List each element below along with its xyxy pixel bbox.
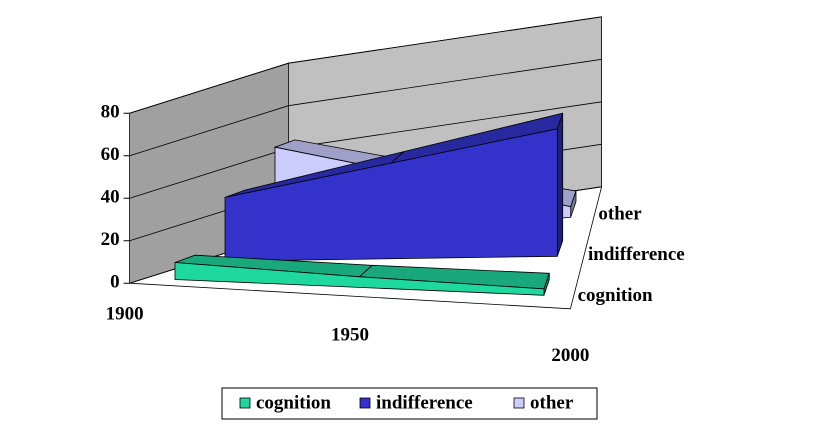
series-label: indifference — [588, 244, 685, 265]
legend-box — [221, 387, 598, 420]
grid-line — [129, 16, 602, 114]
series-label: cognition — [578, 285, 653, 306]
legend-label: indifference — [376, 392, 473, 413]
y-tick-label: 0 — [110, 272, 120, 293]
grid-line — [129, 58, 602, 157]
y-tick-label: 40 — [101, 187, 120, 208]
x-tick-label: 1900 — [106, 304, 144, 325]
legend-swatch — [239, 397, 251, 409]
y-tick-label: 80 — [101, 102, 120, 123]
x-tick-label: 1950 — [331, 324, 369, 345]
area-side — [556, 113, 564, 257]
legend-swatch — [359, 397, 371, 409]
legend-label: other — [530, 392, 574, 413]
area-front — [174, 262, 545, 296]
legend-label: cognition — [256, 392, 331, 413]
y-tick-label: 60 — [101, 144, 120, 165]
x-tick-label: 2000 — [551, 345, 589, 366]
area-front — [224, 128, 558, 262]
legend-swatch — [513, 397, 525, 409]
series-label: other — [598, 203, 642, 224]
y-tick-label: 20 — [101, 229, 120, 250]
